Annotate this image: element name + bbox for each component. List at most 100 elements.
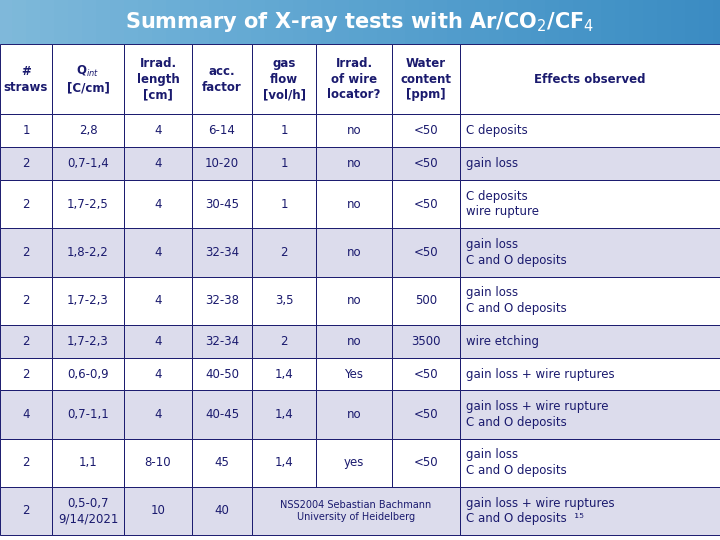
Bar: [124, 147, 192, 180]
Bar: [460, 44, 720, 114]
Bar: [392, 147, 460, 180]
Text: 2: 2: [22, 335, 30, 348]
Text: C deposits: C deposits: [466, 124, 528, 137]
Bar: [460, 147, 720, 180]
Text: 1,4: 1,4: [274, 408, 293, 421]
Bar: [192, 357, 252, 390]
Text: 1,7-2,3: 1,7-2,3: [67, 335, 109, 348]
Bar: [0, 114, 52, 147]
Text: Effects observed: Effects observed: [534, 73, 646, 86]
Text: 2: 2: [22, 504, 30, 517]
Text: 0,5-0,7
9/14/2021: 0,5-0,7 9/14/2021: [58, 497, 118, 525]
Text: 2: 2: [280, 335, 288, 348]
Bar: [192, 228, 252, 276]
Text: 4: 4: [22, 408, 30, 421]
Bar: [316, 44, 392, 114]
Text: gain loss
C and O deposits: gain loss C and O deposits: [466, 238, 567, 267]
Text: 1,8-2,2: 1,8-2,2: [67, 246, 109, 259]
Text: Summary of X-ray tests with Ar/CO$_2$/CF$_4$: Summary of X-ray tests with Ar/CO$_2$/CF…: [125, 10, 595, 34]
Bar: [316, 180, 392, 228]
Bar: [124, 487, 192, 535]
Bar: [392, 357, 460, 390]
Bar: [252, 390, 316, 438]
Bar: [460, 438, 720, 487]
Bar: [316, 147, 392, 180]
Bar: [316, 114, 392, 147]
Text: 30-45: 30-45: [205, 198, 239, 211]
Text: 32-38: 32-38: [205, 294, 239, 307]
Bar: [392, 180, 460, 228]
Text: C deposits
wire rupture: C deposits wire rupture: [466, 190, 539, 219]
Bar: [124, 390, 192, 438]
Bar: [252, 438, 316, 487]
Text: no: no: [347, 335, 361, 348]
Bar: [52, 276, 124, 325]
Bar: [460, 114, 720, 147]
Text: 32-34: 32-34: [205, 246, 239, 259]
Bar: [192, 390, 252, 438]
Text: 6-14: 6-14: [209, 124, 235, 137]
Bar: [52, 180, 124, 228]
Text: 4: 4: [154, 408, 162, 421]
Text: <50: <50: [414, 368, 438, 381]
Text: 4: 4: [154, 246, 162, 259]
Bar: [0, 180, 52, 228]
Bar: [0, 438, 52, 487]
Text: 0,7-1,4: 0,7-1,4: [67, 157, 109, 170]
Bar: [192, 276, 252, 325]
Bar: [124, 228, 192, 276]
Text: 2: 2: [22, 294, 30, 307]
Bar: [0, 325, 52, 357]
Bar: [460, 325, 720, 357]
Text: 0,6-0,9: 0,6-0,9: [67, 368, 109, 381]
Bar: [192, 44, 252, 114]
Text: <50: <50: [414, 456, 438, 469]
Bar: [392, 390, 460, 438]
Bar: [252, 228, 316, 276]
Text: gain loss + wire rupture
C and O deposits: gain loss + wire rupture C and O deposit…: [466, 400, 608, 429]
Bar: [316, 390, 392, 438]
Bar: [392, 438, 460, 487]
Bar: [192, 147, 252, 180]
Bar: [392, 276, 460, 325]
Text: <50: <50: [414, 157, 438, 170]
Bar: [392, 44, 460, 114]
Bar: [124, 276, 192, 325]
Bar: [192, 438, 252, 487]
Text: 1,7-2,5: 1,7-2,5: [67, 198, 109, 211]
Text: no: no: [347, 408, 361, 421]
Text: 1,1: 1,1: [78, 456, 97, 469]
Text: no: no: [347, 198, 361, 211]
Text: Water
content
[ppm]: Water content [ppm]: [400, 57, 451, 102]
Bar: [52, 44, 124, 114]
Text: 1,4: 1,4: [274, 456, 293, 469]
Text: 40-45: 40-45: [205, 408, 239, 421]
Bar: [252, 276, 316, 325]
Text: 40-50: 40-50: [205, 368, 239, 381]
Text: 3,5: 3,5: [275, 294, 293, 307]
Bar: [252, 114, 316, 147]
Bar: [124, 325, 192, 357]
Bar: [192, 180, 252, 228]
Bar: [392, 325, 460, 357]
Text: 32-34: 32-34: [205, 335, 239, 348]
Bar: [0, 390, 52, 438]
Bar: [192, 487, 252, 535]
Text: gain loss + wire ruptures: gain loss + wire ruptures: [466, 368, 614, 381]
Text: 500: 500: [415, 294, 437, 307]
Bar: [52, 487, 124, 535]
Text: 4: 4: [154, 124, 162, 137]
Bar: [52, 325, 124, 357]
Text: <50: <50: [414, 198, 438, 211]
Text: 2,8: 2,8: [78, 124, 97, 137]
Bar: [0, 228, 52, 276]
Text: 45: 45: [215, 456, 230, 469]
Text: 10-20: 10-20: [205, 157, 239, 170]
Text: wire etching: wire etching: [466, 335, 539, 348]
Bar: [0, 44, 52, 114]
Bar: [124, 44, 192, 114]
Text: gain loss
C and O deposits: gain loss C and O deposits: [466, 286, 567, 315]
Bar: [192, 325, 252, 357]
Bar: [460, 487, 720, 535]
Bar: [460, 357, 720, 390]
